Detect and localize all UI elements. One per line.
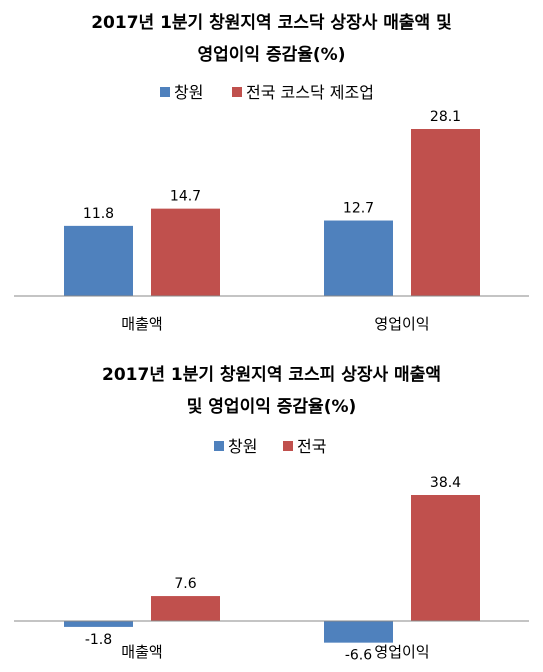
chart-1-category-label-operating-profit: 영업이익 bbox=[374, 315, 429, 333]
chart-2-bar-national-sales bbox=[151, 596, 220, 621]
chart-1-data-label-changwon-operating-profit: 12.7 bbox=[343, 201, 374, 217]
chart-1-legend: 창원 전국 코스닥 제조업 bbox=[160, 83, 374, 102]
chart-1-legend-label-changwon: 창원 bbox=[174, 83, 203, 102]
chart-1-data-label-national-sales: 14.7 bbox=[170, 189, 201, 205]
chart-1-legend-swatch-changwon bbox=[160, 87, 170, 97]
chart-2-data-label-national-operating-profit: 38.4 bbox=[430, 475, 461, 491]
chart-1-plot: 11.8 14.7 12.7 28.1 매출액 영업이익 bbox=[14, 109, 529, 333]
chart-1-bar-national-operating-profit bbox=[411, 129, 480, 296]
chart-2-title-line-1: 2017년 1분기 창원지역 코스피 상장사 매출액 bbox=[102, 365, 441, 385]
chart-1-bar-changwon-operating-profit bbox=[324, 220, 393, 296]
chart-2-title-line-2: 및 영업이익 증감율(%) bbox=[187, 397, 357, 417]
chart-1-title-line-2: 영업이익 증감율(%) bbox=[198, 45, 346, 65]
chart-1-legend-swatch-national bbox=[232, 87, 242, 97]
chart-2-legend-swatch-changwon bbox=[214, 441, 224, 451]
chart-1-legend-label-national: 전국 코스닥 제조업 bbox=[246, 83, 374, 102]
chart-1-title-line-1: 2017년 1분기 창원지역 코스닥 상장사 매출액 및 bbox=[91, 13, 452, 33]
chart-2: 2017년 1분기 창원지역 코스피 상장사 매출액 및 영업이익 증감율(%)… bbox=[14, 365, 529, 664]
chart-2-data-label-changwon-sales: -1.8 bbox=[85, 632, 112, 648]
chart-1: 2017년 1분기 창원지역 코스닥 상장사 매출액 및 영업이익 증감율(%)… bbox=[14, 13, 529, 333]
chart-2-legend-swatch-national bbox=[283, 441, 293, 451]
chart-1-data-label-national-operating-profit: 28.1 bbox=[430, 109, 461, 125]
chart-1-bar-changwon-sales bbox=[64, 225, 133, 296]
chart-2-legend-label-changwon: 창원 bbox=[228, 437, 257, 456]
chart-1-category-label-sales: 매출액 bbox=[121, 315, 162, 333]
chart-2-category-label-sales: 매출액 bbox=[121, 643, 162, 661]
chart-2-bar-changwon-operating-profit bbox=[324, 621, 393, 643]
chart-2-data-label-national-sales: 7.6 bbox=[174, 576, 196, 592]
chart-2-legend: 창원 전국 bbox=[214, 437, 326, 456]
chart-1-bar-national-sales bbox=[151, 208, 220, 296]
chart-2-plot: 매출액 영업이익 -1.8 7.6 -6.6 38.4 bbox=[14, 475, 529, 664]
chart-2-category-label-operating-profit: 영업이익 bbox=[374, 643, 429, 661]
chart-1-data-label-changwon-sales: 11.8 bbox=[83, 206, 114, 222]
chart-2-legend-label-national: 전국 bbox=[297, 437, 326, 456]
chart-2-data-label-changwon-operating-profit: -6.6 bbox=[345, 648, 372, 664]
chart-2-bar-changwon-sales bbox=[64, 621, 133, 627]
chart-2-bar-national-operating-profit bbox=[411, 495, 480, 621]
